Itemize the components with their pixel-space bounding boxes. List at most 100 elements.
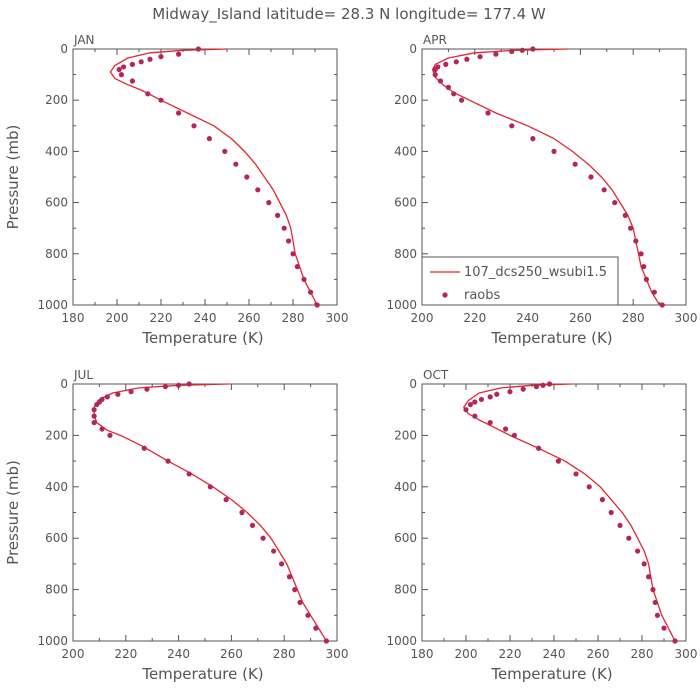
- raobs-point-jul: [249, 522, 256, 528]
- y-tick-label-jan: 0: [60, 42, 68, 56]
- plot-frame-jul: [72, 383, 338, 642]
- month-label-jul: JUL: [73, 368, 93, 382]
- raobs-point-jul: [176, 382, 182, 388]
- raobs-point-jul: [128, 389, 134, 395]
- raobs-point-oct: [646, 574, 652, 580]
- y-tick-label-jul: 800: [45, 583, 68, 597]
- raobs-point-jul: [278, 561, 285, 567]
- x-tick-label-jul: 220: [114, 647, 137, 661]
- raobs-point-oct: [652, 599, 658, 606]
- legend-model-label: 107_dcs250_wsubi1.5: [464, 265, 607, 280]
- raobs-point-apr: [551, 148, 557, 154]
- raobs-point-apr: [459, 97, 465, 103]
- raobs-point-apr: [530, 46, 536, 52]
- raobs-point-apr: [612, 200, 618, 206]
- raobs-point-jan: [121, 64, 127, 70]
- raobs-point-oct: [494, 391, 500, 397]
- y-tick-label-oct: 200: [394, 428, 417, 442]
- raobs-point-jul: [313, 625, 319, 631]
- raobs-point-jan: [145, 91, 151, 97]
- x-tick-label-apr: 240: [516, 311, 539, 325]
- legend-obs-label: raobs: [464, 288, 501, 303]
- raobs-point-oct: [573, 471, 579, 477]
- raobs-point-apr: [432, 72, 438, 78]
- raobs-point-jul: [260, 535, 266, 541]
- x-tick-label-oct: 240: [543, 647, 566, 661]
- raobs-point-oct: [654, 612, 661, 618]
- raobs-point-oct: [533, 383, 540, 390]
- model-line-jul: [93, 383, 327, 642]
- y-tick-label-jul: 400: [45, 480, 68, 494]
- y-tick-label-oct: 1000: [386, 634, 417, 648]
- raobs-point-oct: [661, 625, 667, 631]
- x-tick-label-oct: 300: [675, 647, 698, 661]
- raobs-point-apr: [437, 78, 444, 84]
- figure-title: Midway_Island latitude= 28.3 N longitude…: [152, 5, 546, 24]
- raobs-point-oct: [520, 386, 526, 392]
- x-tick-label-apr: 200: [411, 311, 434, 325]
- raobs-point-jan: [308, 289, 314, 295]
- raobs-point-jan: [158, 97, 164, 103]
- raobs-point-jul: [104, 394, 110, 400]
- y-tick-label-apr: 800: [394, 247, 417, 261]
- raobs-point-jan: [275, 212, 281, 218]
- x-tick-label-apr: 300: [675, 311, 698, 325]
- month-label-apr: APR: [423, 33, 447, 47]
- raobs-point-jan: [286, 238, 292, 244]
- panels: 180 200 220 240 260 280 300 0 200 400 600 800 1000 JA…: [4, 33, 697, 683]
- raobs-point-oct: [472, 399, 478, 405]
- raobs-point-oct: [547, 381, 553, 387]
- y-tick-label-apr: 1000: [386, 298, 417, 312]
- raobs-point-oct: [672, 638, 678, 644]
- raobs-point-jul: [271, 548, 277, 554]
- raobs-point-oct: [555, 458, 562, 464]
- month-label-jan: JAN: [73, 33, 95, 47]
- raobs-point-apr: [443, 61, 449, 67]
- raobs-point-jul: [286, 574, 293, 580]
- x-tick-label-jan: 260: [238, 311, 261, 325]
- y-tick-label-apr: 600: [394, 196, 417, 210]
- raobs-point-oct: [478, 396, 484, 403]
- y-tick-label-jan: 200: [45, 93, 68, 107]
- raobs-point-oct: [463, 407, 469, 413]
- x-tick-label-jul: 280: [273, 647, 296, 661]
- raobs-point-oct: [641, 561, 647, 567]
- raobs-point-jul: [115, 391, 121, 397]
- raobs-point-jul: [162, 383, 168, 390]
- y-tick-label-jan: 1000: [37, 298, 68, 312]
- raobs-point-apr: [485, 110, 491, 116]
- raobs-point-jan: [314, 302, 320, 308]
- x-axis-title-oct: Temperature (K): [490, 665, 612, 683]
- x-axis-title-apr: Temperature (K): [490, 329, 612, 347]
- x-tick-label-apr: 220: [463, 311, 486, 325]
- x-tick-label-jan: 280: [282, 311, 305, 325]
- x-tick-label-jan: 240: [194, 311, 217, 325]
- y-tick-label-jul: 0: [60, 377, 68, 391]
- y-axis-title-jul: Pressure (mb): [4, 460, 22, 565]
- x-axis-title-jan: Temperature (K): [141, 329, 263, 347]
- raobs-point-jul: [223, 497, 229, 503]
- raobs-point-oct: [503, 426, 509, 432]
- raobs-point-jan: [281, 225, 287, 231]
- raobs-point-jul: [91, 413, 97, 419]
- raobs-point-apr: [509, 48, 515, 55]
- raobs-point-jul: [94, 401, 100, 408]
- raobs-point-oct: [536, 445, 542, 451]
- raobs-point-oct: [487, 394, 493, 400]
- raobs-point-jul: [305, 612, 311, 618]
- raobs-point-oct: [599, 497, 606, 503]
- y-tick-label-jan: 400: [45, 144, 68, 158]
- raobs-point-oct: [650, 587, 656, 593]
- raobs-point-jul: [141, 445, 147, 451]
- y-tick-label-oct: 600: [394, 531, 417, 545]
- raobs-point-jan: [129, 78, 135, 84]
- raobs-point-oct: [472, 413, 478, 419]
- raobs-point-jan: [233, 161, 239, 167]
- raobs-point-oct: [467, 401, 473, 408]
- x-tick-label-oct: 280: [631, 647, 654, 661]
- raobs-point-jul: [239, 509, 245, 516]
- raobs-point-jan: [195, 46, 201, 52]
- raobs-point-jan: [244, 174, 250, 180]
- x-tick-label-jul: 240: [167, 647, 190, 661]
